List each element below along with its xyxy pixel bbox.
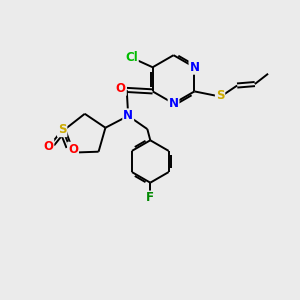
Text: N: N xyxy=(123,109,133,122)
Text: Cl: Cl xyxy=(125,51,138,64)
Text: N: N xyxy=(190,61,200,74)
Text: N: N xyxy=(169,97,178,110)
Text: S: S xyxy=(58,123,66,136)
Text: S: S xyxy=(216,89,224,102)
Text: O: O xyxy=(68,143,78,156)
Text: O: O xyxy=(116,82,126,95)
Text: F: F xyxy=(146,191,154,205)
Text: O: O xyxy=(44,140,53,153)
